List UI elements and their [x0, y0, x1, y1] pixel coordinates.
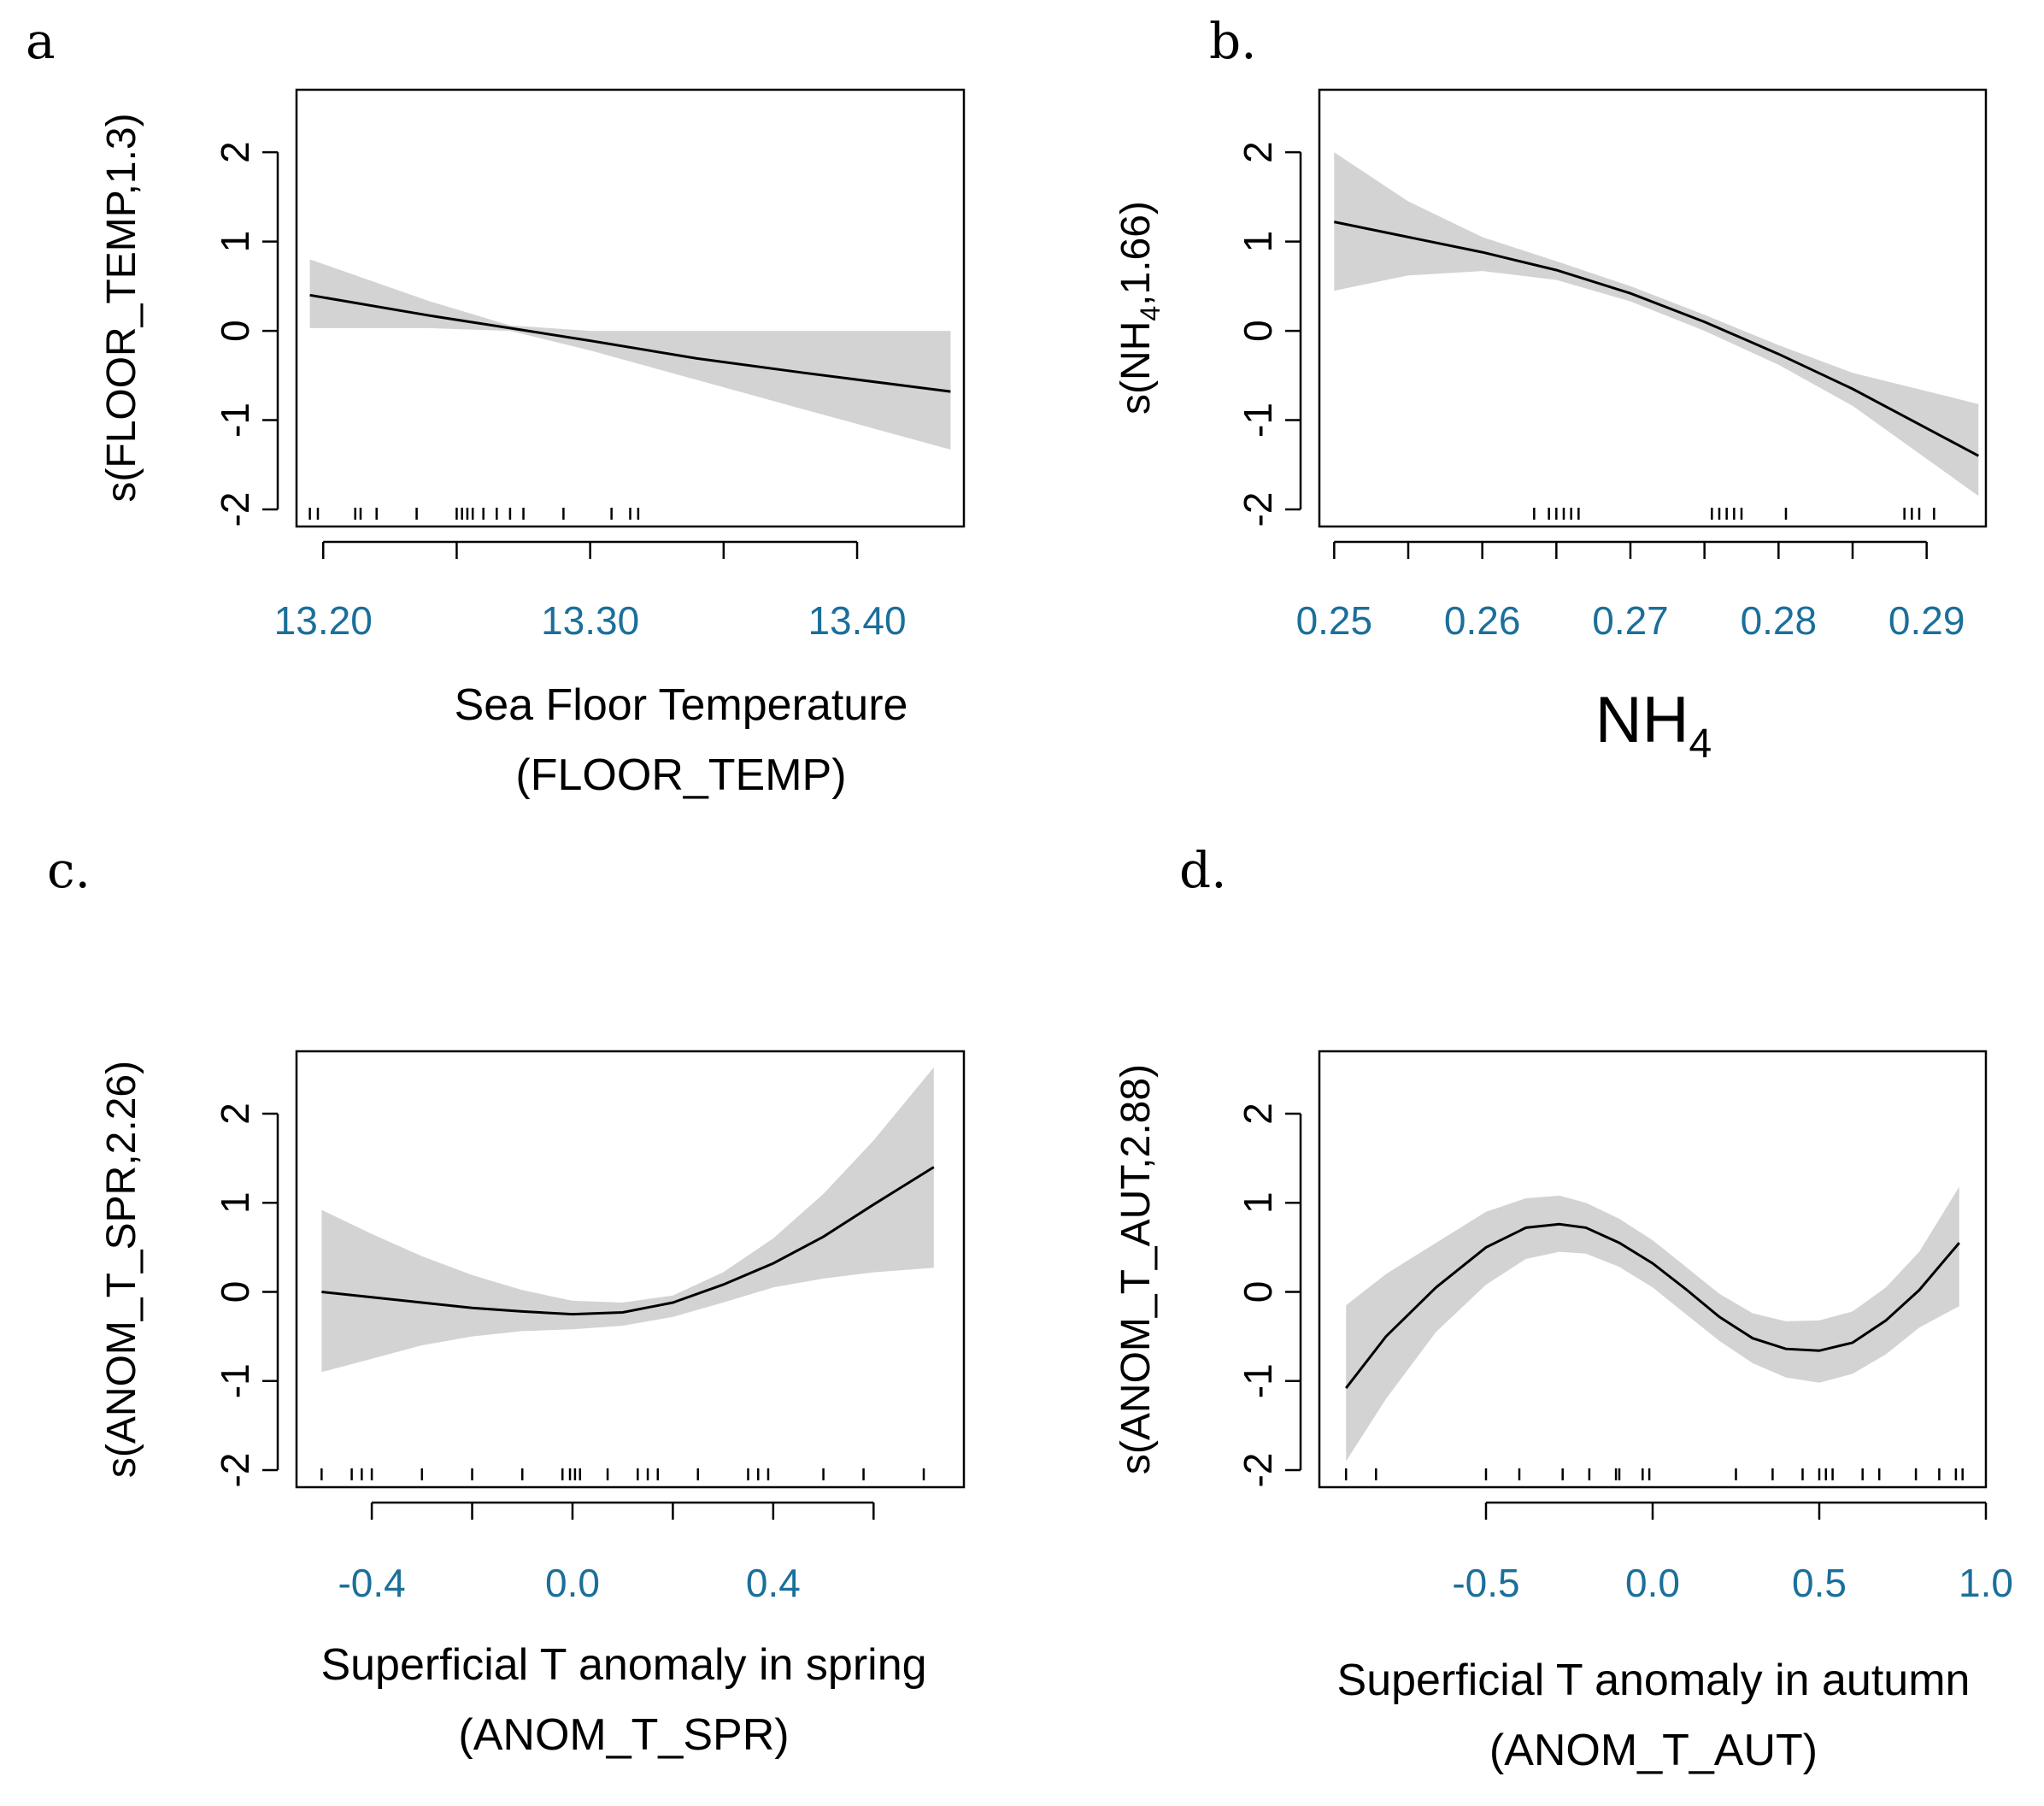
x-tick-label: 13.20 [274, 598, 373, 643]
y-tick-label: 2 [1236, 141, 1280, 163]
x-axis-label-line: (ANOM_T_AUT) [1489, 1726, 1818, 1775]
y-tick-label: -2 [1236, 492, 1280, 527]
x-tick-label: 13.30 [541, 598, 639, 643]
y-tick-label: 1 [1236, 1191, 1280, 1214]
x-axis-label-line: (ANOM_T_SPR) [458, 1710, 789, 1760]
panel-letter: c. [47, 841, 91, 899]
y-tick-label: 2 [213, 141, 257, 163]
x-tick-label: 0.28 [1741, 598, 1818, 643]
panel-c: c. -2 -1 0 1 2 -0.4 0.0 0.4 s(ANOM_T_SPR,2.26) Sup… [47, 841, 966, 1760]
confidence-band [321, 1067, 934, 1373]
y-axis-label: s(ANOM_T_AUT,2.88) [1113, 1064, 1159, 1474]
y-tick-label: 0 [213, 1281, 257, 1303]
x-tick-label: 0.5 [1792, 1561, 1847, 1605]
y-tick-label: -1 [213, 1363, 257, 1398]
panel-d: d. -2 -1 0 1 2 -0.5 0.0 0.5 1.0 s(ANOM_T_AUT,2.88)… [1113, 841, 2013, 1775]
smooth-fit-line [309, 293, 951, 393]
smooth-fit-line [321, 1166, 935, 1316]
plot-frame [295, 1050, 966, 1489]
x-tick-label: -0.5 [1452, 1561, 1519, 1605]
y-tick-label: -2 [213, 492, 257, 527]
x-tick-label: 0.0 [545, 1561, 600, 1605]
x-axis-label: NH4 [1595, 684, 1712, 767]
x-axis-label-line: Superficial T anomaly in autumn [1337, 1656, 1971, 1705]
x-tick-label: 0.4 [746, 1561, 801, 1605]
smooth-fit-line [1333, 221, 1980, 457]
x-tick-label: 0.0 [1625, 1561, 1680, 1605]
y-tick-label: 1 [213, 231, 257, 253]
panel-letter: d. [1179, 841, 1227, 899]
y-tick-label: -1 [1236, 403, 1280, 438]
panel-letter: b. [1209, 12, 1257, 70]
y-tick-label: -1 [213, 403, 257, 438]
plot-frame [1318, 1050, 1988, 1489]
x-tick-label: -0.4 [338, 1561, 405, 1605]
x-tick-label: 1.0 [1959, 1561, 2013, 1605]
confidence-band [309, 259, 951, 450]
y-tick-label: 0 [1236, 1281, 1280, 1303]
y-tick-label: -2 [213, 1453, 257, 1488]
y-tick-label: 1 [213, 1191, 257, 1214]
y-axis-label: s(ANOM_T_SPR,2.26) [99, 1061, 144, 1478]
y-tick-label: -1 [1236, 1363, 1280, 1398]
confidence-band [1346, 1186, 1959, 1462]
panel-letter: a [26, 12, 56, 70]
y-tick-label: 0 [1236, 320, 1280, 342]
y-axis-label: s(NH4,1.66) [1113, 201, 1166, 415]
x-axis-label-line: (FLOOR_TEMP) [515, 750, 846, 800]
y-tick-label: 0 [213, 320, 257, 342]
x-tick-label: 0.25 [1296, 598, 1373, 643]
x-axis-label-line: Superficial T anomaly in spring [320, 1640, 926, 1690]
y-tick-label: 1 [1236, 231, 1280, 253]
x-tick-label: 13.40 [808, 598, 906, 643]
plot-frame [1318, 88, 1988, 528]
confidence-band [1334, 152, 1979, 497]
x-tick-label: 0.27 [1592, 598, 1669, 643]
panel-b: b. -2 -1 0 1 2 0.25 0.26 0.27 0.28 0.29 s(NH4,1.66)… [1113, 12, 1988, 767]
x-tick-label: 0.29 [1888, 598, 1965, 643]
x-axis-label-line: Sea Floor Temperature [455, 680, 908, 730]
smooth-fit-line [1345, 1222, 1960, 1390]
x-tick-label: 0.26 [1444, 598, 1521, 643]
plot-frame [295, 88, 966, 528]
y-tick-label: 2 [213, 1103, 257, 1125]
panel-a: a -2 -1 0 1 2 13.20 13.30 13.40 s(FLOOR_TEMP,1.3)… [26, 12, 966, 800]
y-tick-label: 2 [1236, 1103, 1280, 1125]
y-axis-label: s(FLOOR_TEMP,1.3) [99, 113, 144, 502]
y-tick-label: -2 [1236, 1453, 1280, 1488]
